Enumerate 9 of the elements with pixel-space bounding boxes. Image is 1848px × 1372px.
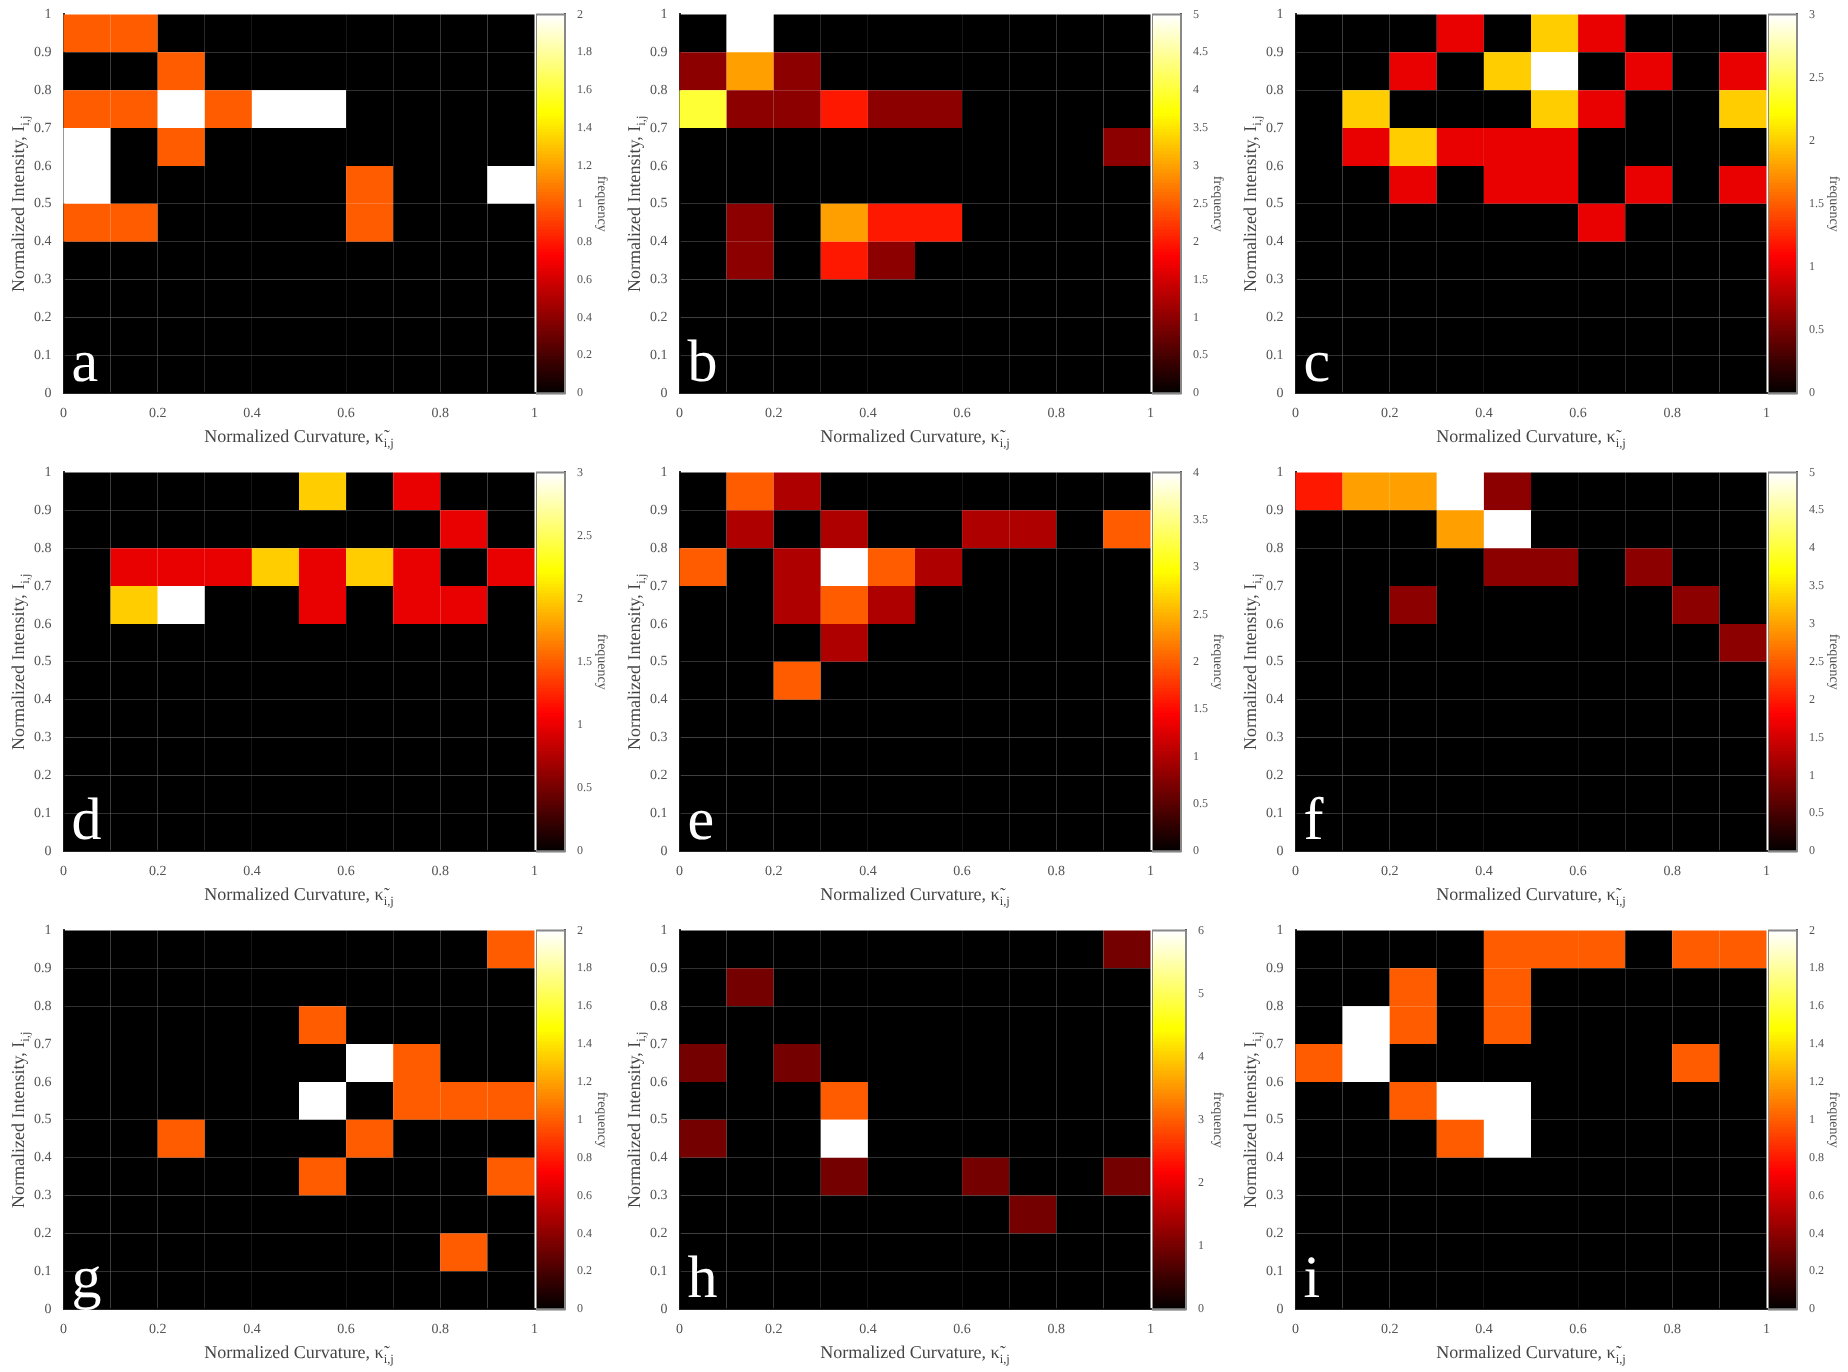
text: e (687, 787, 715, 854)
text: d (71, 787, 102, 854)
text: b (687, 329, 718, 396)
text: a (71, 329, 99, 396)
text: c (1303, 329, 1331, 396)
text: g (71, 1245, 102, 1312)
text: i (1303, 1245, 1321, 1312)
text: h (687, 1245, 718, 1312)
text: f (1303, 787, 1324, 854)
